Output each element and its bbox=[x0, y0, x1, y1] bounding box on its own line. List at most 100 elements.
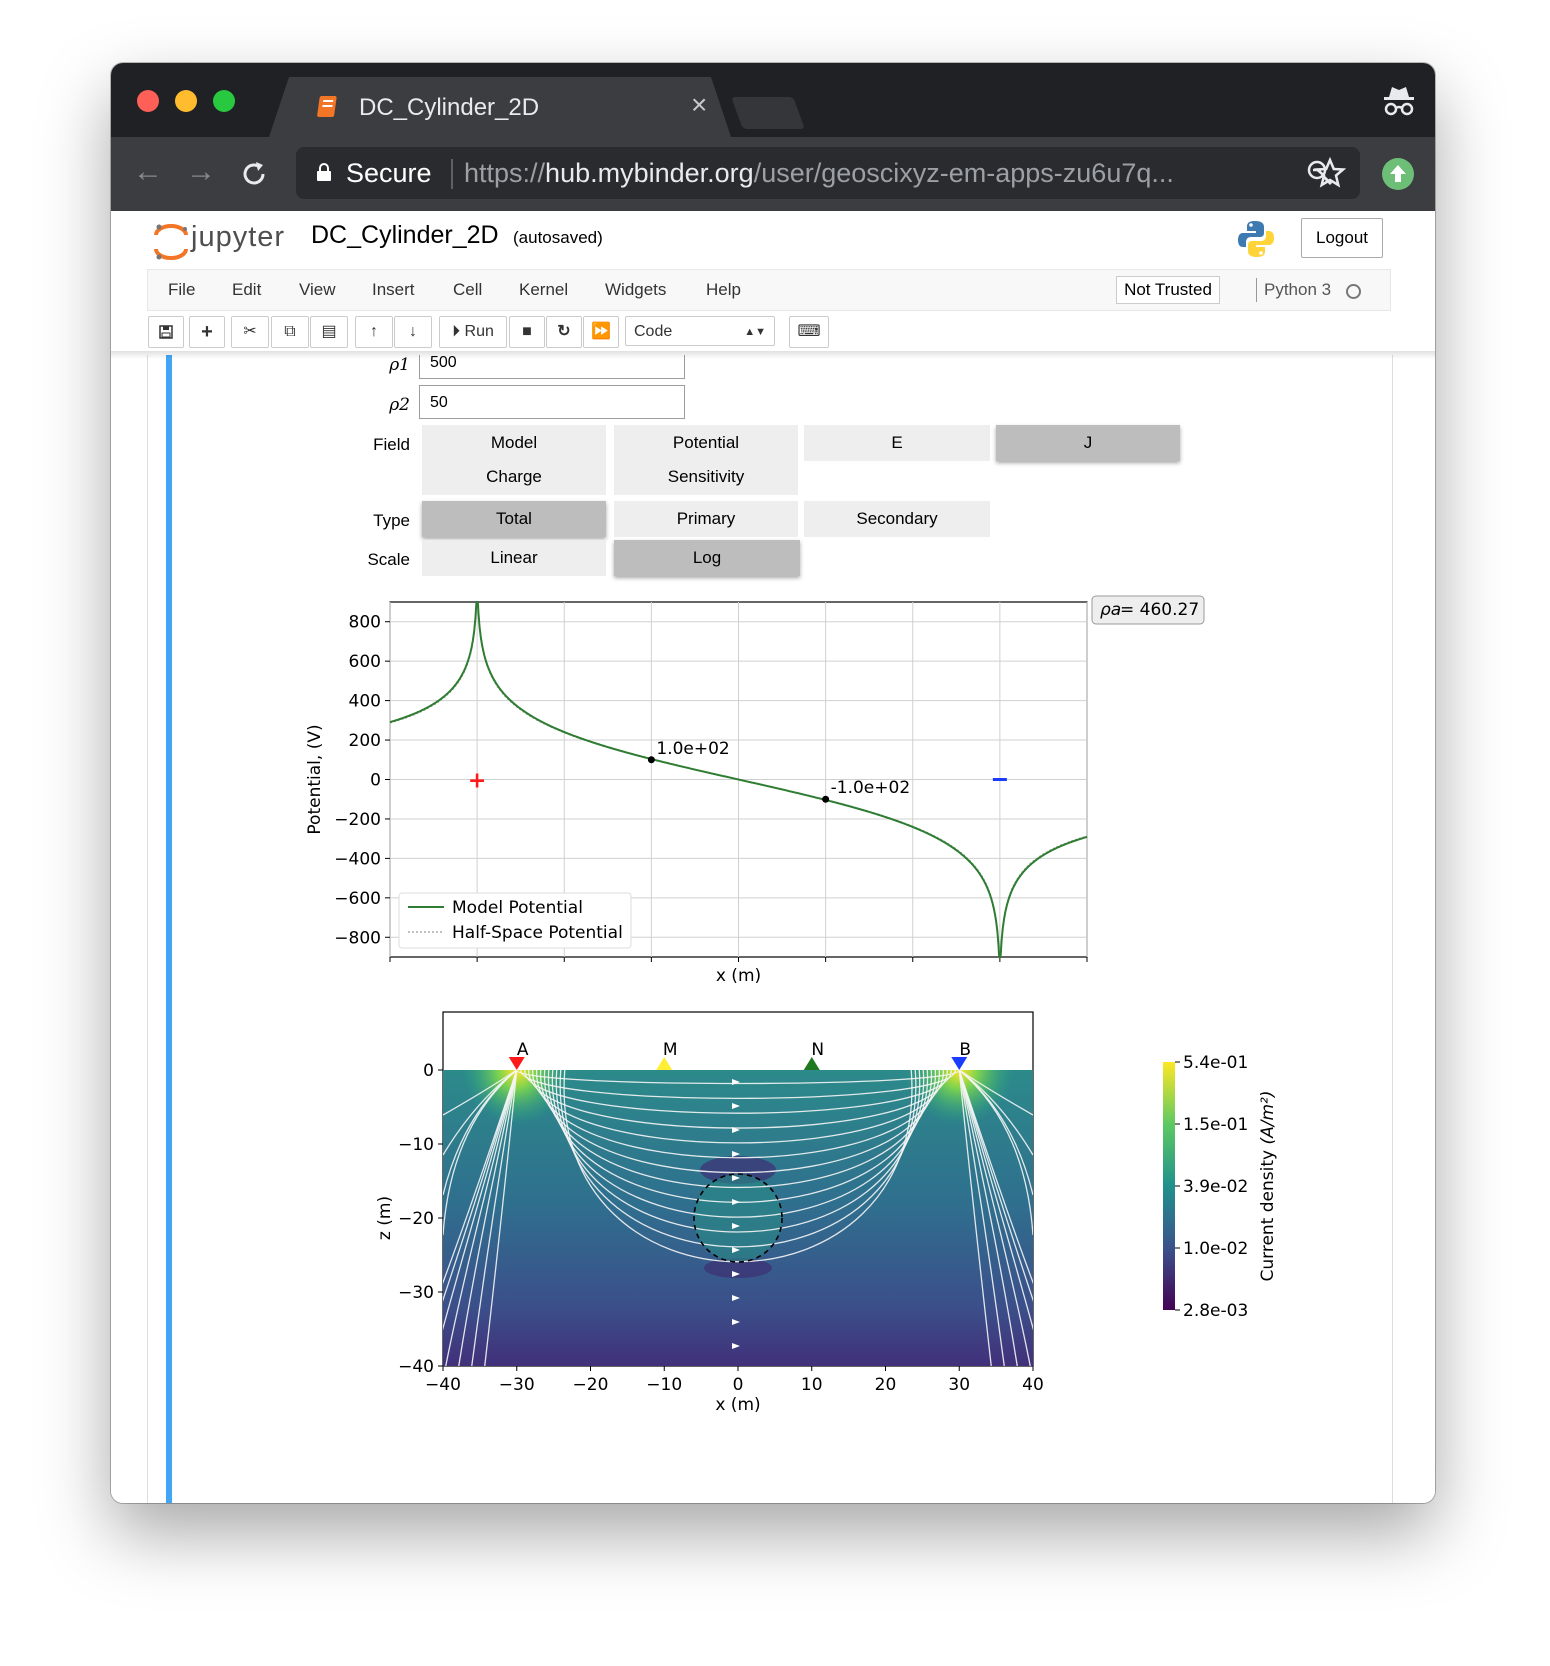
maximize-window-button[interactable] bbox=[213, 90, 235, 112]
menu-file[interactable]: File bbox=[168, 280, 196, 299]
annotation-label: -1.0e+02 bbox=[831, 778, 911, 798]
tab-close-icon[interactable]: × bbox=[691, 89, 708, 120]
update-icon[interactable] bbox=[1381, 157, 1415, 191]
move-up-button[interactable]: ↑ bbox=[355, 316, 393, 348]
streamline bbox=[443, 1070, 518, 1331]
field-e-button[interactable]: E bbox=[804, 425, 990, 461]
restart-button[interactable]: ↻ bbox=[546, 316, 582, 348]
menu-view[interactable]: View bbox=[299, 280, 336, 299]
y-tick-label: 600 bbox=[349, 652, 381, 672]
streamline bbox=[443, 1070, 518, 1285]
type-secondary-button[interactable]: Secondary bbox=[804, 501, 990, 537]
x-tick-label: −10 bbox=[646, 1375, 682, 1395]
rho-a-symbol: ρa bbox=[1100, 600, 1121, 620]
url-text[interactable]: https://hub.mybinder.org/user/geoscixyz-… bbox=[464, 158, 1174, 188]
streamline bbox=[563, 1070, 913, 1263]
electrode-n-label: N bbox=[811, 1040, 824, 1060]
kernel-idle-icon bbox=[1346, 284, 1361, 299]
reload-icon[interactable] bbox=[239, 159, 269, 189]
page-content: jupyter DC_Cylinder_2D (autosaved) Logou… bbox=[111, 211, 1435, 1503]
y-tick-label: 800 bbox=[349, 613, 381, 633]
browser-window: DC_Cylinder_2D × ← → Secure https://hub.… bbox=[111, 63, 1435, 1503]
forward-arrow-icon[interactable]: → bbox=[186, 155, 216, 188]
menu-help[interactable]: Help bbox=[706, 280, 741, 299]
title-bar: DC_Cylinder_2D × bbox=[111, 63, 1435, 137]
field-model-button[interactable]: Model bbox=[422, 425, 606, 461]
x-tick-label: 30 bbox=[948, 1375, 970, 1395]
colorbar-tick-label: 5.4e-01 bbox=[1183, 1053, 1248, 1073]
jupyter-wordmark: jupyter bbox=[191, 221, 286, 253]
autosave-status: (autosaved) bbox=[513, 228, 603, 247]
field-j-button[interactable]: J bbox=[996, 425, 1180, 461]
electrode-b-label: B bbox=[959, 1040, 971, 1060]
run-label: Run bbox=[464, 323, 494, 340]
type-primary-button[interactable]: Primary bbox=[614, 501, 798, 537]
stop-icon: ■ bbox=[522, 323, 532, 340]
electrode-b-marker bbox=[951, 1057, 968, 1070]
field-sensitivity-button[interactable]: Sensitivity bbox=[614, 459, 798, 495]
rho1-input[interactable]: 500 bbox=[419, 355, 685, 379]
x-tick-label: −30 bbox=[499, 1375, 535, 1395]
streamlines bbox=[443, 1070, 1033, 1366]
interrupt-button[interactable]: ■ bbox=[509, 316, 545, 348]
menu-bar: File Edit View Insert Cell Kernel Widget… bbox=[147, 269, 1391, 311]
browser-tab[interactable]: DC_Cylinder_2D × bbox=[269, 77, 731, 137]
streamline bbox=[484, 1070, 518, 1366]
scale-log-button[interactable]: Log bbox=[614, 540, 800, 576]
streamline bbox=[520, 1070, 956, 1099]
menu-widgets[interactable]: Widgets bbox=[605, 280, 667, 299]
rho2-label: ρ2 bbox=[389, 395, 410, 415]
flow-arrow bbox=[732, 1175, 740, 1181]
source-plus-marker: + bbox=[468, 769, 486, 794]
menu-kernel[interactable]: Kernel bbox=[519, 280, 569, 299]
save-icon bbox=[159, 325, 173, 339]
flow-arrow bbox=[732, 1343, 740, 1349]
minimize-window-button[interactable] bbox=[175, 90, 197, 112]
menu-edit[interactable]: Edit bbox=[232, 280, 262, 299]
bookmark-star-icon[interactable] bbox=[1314, 157, 1346, 189]
paste-button[interactable]: ▤ bbox=[310, 316, 348, 348]
x-tick-label: 20 bbox=[875, 1375, 897, 1395]
command-palette-button[interactable]: ⌨ bbox=[789, 316, 829, 348]
type-label: Type bbox=[373, 511, 410, 530]
browser-toolbar: ← → Secure https://hub.mybinder.org/user… bbox=[111, 137, 1435, 211]
move-down-button[interactable]: ↓ bbox=[394, 316, 432, 348]
cell-type-value: Code bbox=[634, 323, 673, 340]
type-total-button[interactable]: Total bbox=[422, 501, 606, 537]
x-tick-label: 40 bbox=[1022, 1375, 1044, 1395]
new-tab-button[interactable] bbox=[731, 97, 805, 129]
notebook-name[interactable]: DC_Cylinder_2D bbox=[311, 221, 499, 249]
address-bar[interactable]: Secure https://hub.mybinder.org/user/geo… bbox=[296, 147, 1360, 199]
close-window-button[interactable] bbox=[137, 90, 159, 112]
legend-box bbox=[398, 892, 632, 949]
flow-arrow bbox=[732, 1223, 740, 1229]
save-button[interactable] bbox=[148, 316, 184, 348]
colorbar bbox=[1163, 1062, 1175, 1310]
insert-cell-button[interactable]: + bbox=[189, 316, 225, 348]
x-tick-label: 0 bbox=[733, 1375, 744, 1395]
annotation-point bbox=[647, 756, 655, 764]
field-charge-button[interactable]: Charge bbox=[422, 459, 606, 495]
toolbar-shadow bbox=[111, 351, 1435, 359]
run-button[interactable]: ⏵ Run bbox=[439, 316, 507, 348]
annotation-point bbox=[822, 795, 830, 803]
cut-button[interactable]: ✂ bbox=[231, 316, 269, 348]
rho2-input[interactable]: 50 bbox=[419, 385, 685, 419]
kernel-name[interactable]: Python 3 bbox=[1264, 280, 1332, 299]
field-potential-button[interactable]: Potential bbox=[614, 425, 798, 461]
back-arrow-icon[interactable]: ← bbox=[133, 155, 163, 188]
logout-button[interactable]: Logout bbox=[1301, 218, 1383, 258]
copy-button[interactable]: ⧉ bbox=[271, 316, 309, 348]
streamline bbox=[540, 1070, 936, 1174]
streamline bbox=[471, 1070, 518, 1366]
streamline bbox=[958, 1070, 992, 1366]
y-tick-label: 400 bbox=[349, 692, 381, 712]
cell-type-select[interactable]: Code ▲▼ bbox=[625, 316, 775, 346]
colorbar-tick-label: 2.8e-03 bbox=[1183, 1301, 1248, 1321]
scale-linear-button[interactable]: Linear bbox=[422, 540, 606, 576]
not-trusted-button[interactable]: Not Trusted bbox=[1116, 276, 1220, 304]
restart-run-all-button[interactable]: ⏩ bbox=[583, 316, 619, 348]
menu-cell[interactable]: Cell bbox=[453, 280, 483, 299]
menu-insert[interactable]: Insert bbox=[372, 280, 415, 299]
notebook-area: ρ1 500 ρ2 50 Field Model Potential E J C… bbox=[147, 355, 1393, 1503]
